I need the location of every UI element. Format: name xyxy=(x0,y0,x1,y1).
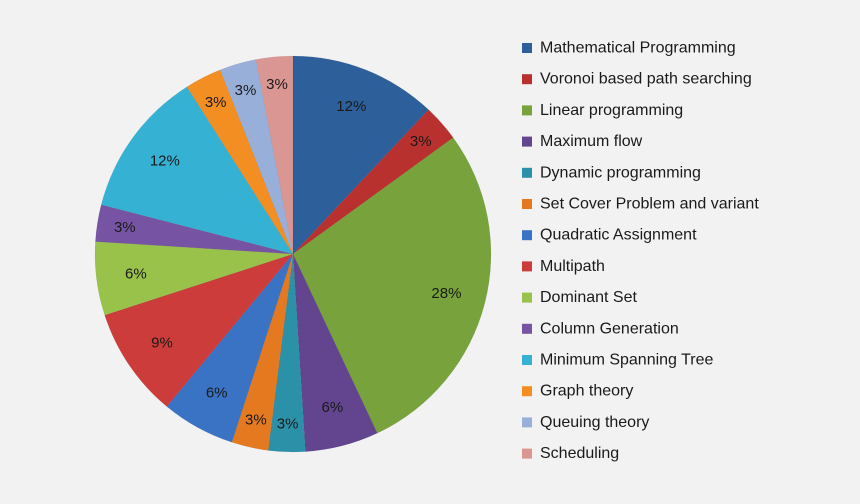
pie-value-label: 28% xyxy=(431,285,461,302)
pie-slice-linear-programming xyxy=(292,137,492,434)
pie-slice-dynamic-programming xyxy=(267,253,306,453)
legend-item: Dominant Set xyxy=(522,289,637,306)
pie-slice-set-cover-problem-and-variant xyxy=(231,253,294,451)
pie-slices xyxy=(94,55,492,453)
legend-swatch xyxy=(522,199,532,209)
legend-label: Linear programming xyxy=(540,102,683,119)
chart-legend: Mathematical Programming Voronoi based pa… xyxy=(522,40,759,462)
pie-value-label: 12% xyxy=(336,98,366,115)
pie-value-label: 3% xyxy=(114,219,136,236)
legend-label: Mathematical Programming xyxy=(540,40,736,57)
legend-swatch xyxy=(522,386,532,397)
legend-item: Graph theory xyxy=(522,383,633,400)
legend-item: Linear programming xyxy=(522,102,683,119)
legend-swatch xyxy=(522,74,532,85)
pie-slice-maximum-flow xyxy=(292,253,378,452)
pie-slice-multipath xyxy=(104,253,294,407)
legend-label: Dominant Set xyxy=(540,289,637,306)
pie-value-labels: 12% 3% 28% 6% 3% 3% 6% 9% 6% 3% 12% 3% 3% 3% xyxy=(114,76,461,433)
legend-label: Multipath xyxy=(540,258,605,275)
pie-value-label: 3% xyxy=(235,82,257,99)
legend-item: Minimum Spanning Tree xyxy=(522,352,714,369)
legend-label: Dynamic programming xyxy=(540,164,701,181)
pie-value-label: 3% xyxy=(205,94,227,111)
legend-label: Voronoi based path searching xyxy=(540,71,752,88)
pie-value-label: 3% xyxy=(245,412,267,429)
legend-label: Set Cover Problem and variant xyxy=(540,196,759,213)
pie-value-label: 3% xyxy=(266,76,288,93)
pie-value-label: 3% xyxy=(277,416,299,433)
legend-item: Mathematical Programming xyxy=(522,40,736,57)
legend-swatch xyxy=(522,448,532,459)
pie-value-label: 9% xyxy=(151,335,173,352)
pie-value-label: 6% xyxy=(322,399,344,416)
legend-label: Graph theory xyxy=(540,383,633,400)
legend-item: Voronoi based path searching xyxy=(522,71,752,88)
pie-slice-scheduling xyxy=(255,55,294,255)
pie-value-label: 3% xyxy=(410,133,432,150)
pie-slice-column-generation xyxy=(95,204,294,255)
pie-slice-mathematical-programming xyxy=(292,55,429,255)
legend-item: Queuing theory xyxy=(522,414,649,431)
pie-slice-queuing-theory xyxy=(219,59,294,255)
legend-swatch xyxy=(522,230,532,241)
pie-slice-graph-theory xyxy=(186,69,294,255)
legend-swatch xyxy=(522,136,532,147)
pie-slice-minimum-spanning-tree xyxy=(100,86,294,255)
legend-swatch xyxy=(522,417,532,428)
legend-item: Quadratic Assignment xyxy=(522,227,697,244)
legend-label: Quadratic Assignment xyxy=(540,227,697,244)
legend-swatch xyxy=(522,323,532,334)
legend-label: Column Generation xyxy=(540,320,679,337)
pie-slice-dominant-set xyxy=(94,241,294,316)
legend-swatch xyxy=(522,105,532,116)
legend-item: Multipath xyxy=(522,258,605,275)
legend-label: Queuing theory xyxy=(540,414,649,431)
legend-item: Dynamic programming xyxy=(522,164,701,181)
legend-swatch xyxy=(522,43,532,53)
legend-label: Scheduling xyxy=(540,445,619,462)
pie-value-label: 6% xyxy=(125,265,147,282)
legend-label: Maximum flow xyxy=(540,133,643,150)
legend-swatch xyxy=(522,167,532,178)
legend-label: Minimum Spanning Tree xyxy=(540,352,714,369)
pie-value-label: 6% xyxy=(206,384,228,401)
legend-swatch xyxy=(522,292,532,303)
legend-swatch xyxy=(522,355,532,365)
legend-item: Maximum flow xyxy=(522,133,643,150)
pie-slice-voronoi-based-path-searching xyxy=(292,109,454,255)
pie-value-label: 12% xyxy=(150,152,180,169)
legend-item: Scheduling xyxy=(522,445,619,462)
pie-slice-quadratic-assignment xyxy=(166,253,294,443)
legend-item: Set Cover Problem and variant xyxy=(522,196,759,213)
legend-item: Column Generation xyxy=(522,320,679,337)
legend-swatch xyxy=(522,261,532,272)
